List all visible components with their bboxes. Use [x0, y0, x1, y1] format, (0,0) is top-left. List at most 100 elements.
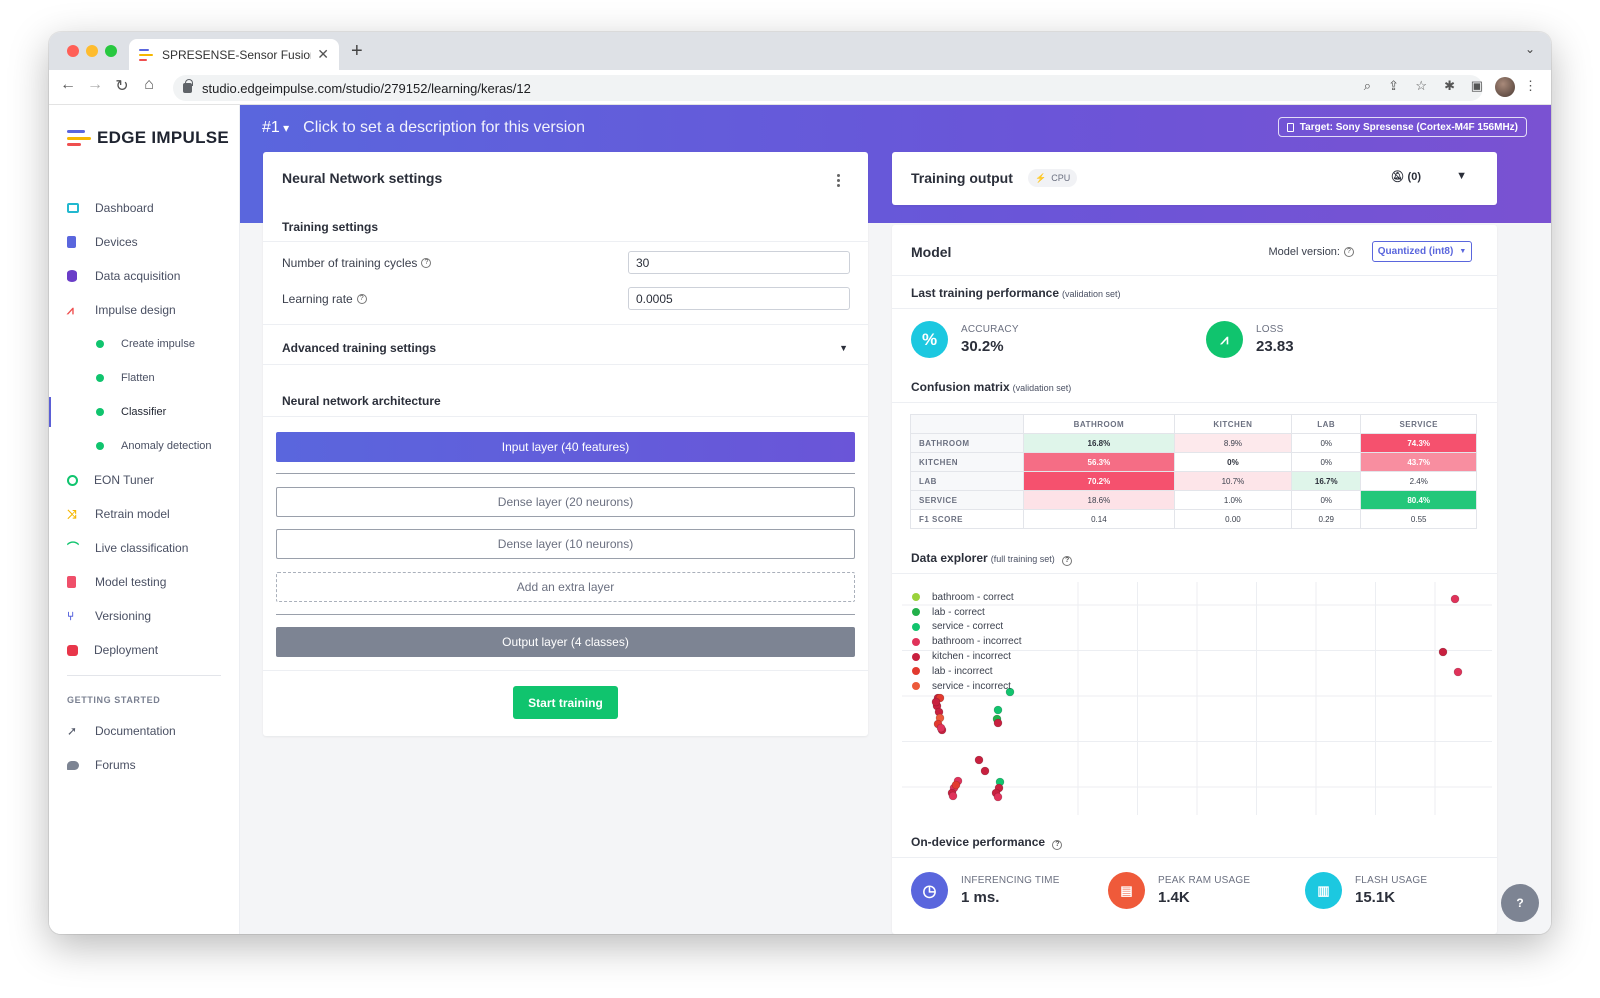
legend-label: bathroom - incorrect: [932, 636, 1022, 648]
loss-metric: ⩘ LOSS 23.83: [1206, 321, 1294, 358]
scatter-point[interactable]: [936, 723, 946, 733]
bookmark-star-icon[interactable]: ☆: [1415, 78, 1427, 93]
scatter-point[interactable]: [1438, 647, 1448, 657]
sidebar-item-impulse-design[interactable]: ⩘ Impulse design: [49, 293, 239, 327]
scatter-legend: bathroom - correct lab - correct service…: [912, 590, 1021, 694]
live-icon: ⌒: [67, 541, 80, 555]
loss-value: 23.83: [1256, 338, 1294, 355]
clipboard-icon: [67, 576, 76, 588]
new-tab-icon[interactable]: +: [351, 40, 363, 62]
tab-close-icon[interactable]: ✕: [317, 46, 329, 62]
scatter-point[interactable]: [948, 791, 958, 801]
maximize-window-button[interactable]: [105, 45, 117, 57]
learning-rate-input[interactable]: [628, 287, 850, 310]
legend-swatch: [912, 652, 920, 661]
data-explorer-plot[interactable]: bathroom - correct lab - correct service…: [902, 580, 1495, 815]
sidebar-item-devices[interactable]: Devices: [49, 225, 239, 259]
legend-swatch: [912, 667, 920, 676]
row-header: F1 SCORE: [910, 509, 1024, 529]
legend-item[interactable]: service - incorrect: [912, 679, 1021, 694]
sidebar-subitem-anomaly-detection[interactable]: Anomaly detection: [49, 429, 239, 463]
scatter-point[interactable]: [1453, 667, 1463, 677]
version-number[interactable]: #1: [262, 119, 289, 137]
output-layer[interactable]: Output layer (4 classes): [276, 627, 855, 657]
shuffle-icon: ⤨: [67, 507, 77, 521]
tab-list-chevron-icon[interactable]: ⌄: [1524, 42, 1535, 56]
divider: [892, 573, 1497, 574]
scatter-point[interactable]: [1450, 594, 1460, 604]
target-label: Target: Sony Spresense (Cortex-M4F 156MH…: [1299, 121, 1518, 133]
zoom-icon[interactable]: ⌕: [1363, 78, 1371, 93]
sidebar-nav: Dashboard Devices Data acquisition ⩘ Imp…: [49, 191, 239, 782]
chevron-down-icon[interactable]: ▼: [839, 343, 848, 353]
scatter-point[interactable]: [951, 780, 961, 790]
profile-avatar[interactable]: [1495, 77, 1515, 97]
sidebar-item-model-testing[interactable]: Model testing: [49, 565, 239, 599]
help-icon[interactable]: ?: [1344, 247, 1354, 257]
help-icon[interactable]: ?: [421, 258, 432, 268]
sidebar-item-versioning[interactable]: ⑂ Versioning: [49, 599, 239, 633]
scatter-point[interactable]: [931, 697, 941, 707]
sidebar-item-retrain-model[interactable]: ⤨ Retrain model: [49, 497, 239, 531]
browser-menu-icon[interactable]: ⋮: [1524, 78, 1537, 93]
sidebar-subitem-flatten[interactable]: Flatten: [49, 361, 239, 395]
share-icon[interactable]: ⇪: [1388, 78, 1399, 93]
sidebar-subitem-classifier[interactable]: Classifier: [49, 395, 239, 429]
version-selector[interactable]: #1 Click to set a description for this v…: [262, 119, 585, 137]
legend-item[interactable]: bathroom - correct: [912, 590, 1021, 605]
tab-title: SPRESENSE-Sensor Fusion-Ra: [162, 47, 311, 62]
brand-logo[interactable]: EDGE IMPULSE: [67, 128, 229, 148]
sidebar-item-deployment[interactable]: Deployment: [49, 633, 239, 667]
browser-tab[interactable]: SPRESENSE-Sensor Fusion-Ra ✕: [129, 39, 339, 70]
side-panel-icon[interactable]: ▣: [1470, 78, 1483, 93]
sidebar-item-forums[interactable]: Forums: [49, 748, 239, 782]
home-icon[interactable]: ⌂: [144, 76, 154, 93]
target-device-button[interactable]: Target: Sony Spresense (Cortex-M4F 156MH…: [1277, 117, 1527, 137]
input-layer[interactable]: Input layer (40 features): [276, 432, 855, 462]
sidebar-item-dashboard[interactable]: Dashboard: [49, 191, 239, 225]
dense-layer-1[interactable]: Dense layer (20 neurons): [276, 487, 855, 517]
legend-item[interactable]: lab - correct: [912, 605, 1021, 620]
legend-item[interactable]: kitchen - incorrect: [912, 649, 1021, 664]
accuracy-metric: % ACCURACY 30.2%: [911, 321, 1019, 358]
scatter-point[interactable]: [993, 718, 1003, 728]
scatter-plot[interactable]: [902, 580, 1495, 815]
start-training-button[interactable]: Start training: [513, 686, 618, 719]
notifications-toggle[interactable]: 🔕︎ (0): [1391, 170, 1421, 183]
legend-item[interactable]: service - correct: [912, 620, 1021, 635]
minimize-window-button[interactable]: [86, 45, 98, 57]
legend-item[interactable]: bathroom - incorrect: [912, 634, 1021, 649]
plot-points: [931, 594, 1463, 802]
sidebar-item-live-classification[interactable]: ⌒ Live classification: [49, 531, 239, 565]
dense-layer-2[interactable]: Dense layer (10 neurons): [276, 529, 855, 559]
scatter-point[interactable]: [974, 755, 984, 765]
help-button[interactable]: ?: [1501, 884, 1539, 922]
address-bar[interactable]: studio.edgeimpulse.com/studio/279152/lea…: [173, 75, 1483, 101]
help-icon[interactable]: ?: [1062, 556, 1073, 566]
scatter-point[interactable]: [980, 766, 990, 776]
scatter-point[interactable]: [993, 705, 1003, 715]
sidebar-item-eon-tuner[interactable]: EON Tuner: [49, 463, 239, 497]
forward-icon[interactable]: →: [87, 76, 103, 93]
help-icon[interactable]: ?: [356, 294, 367, 304]
training-cycles-input[interactable]: [628, 251, 850, 274]
sidebar-subitem-create-impulse[interactable]: Create impulse: [49, 327, 239, 361]
back-icon[interactable]: ←: [60, 76, 76, 93]
legend-swatch: [912, 682, 920, 691]
scatter-point[interactable]: [1005, 687, 1015, 697]
more-options-icon[interactable]: [837, 174, 840, 189]
model-version-select[interactable]: Quantized (int8) ▼: [1372, 241, 1472, 262]
add-layer-button[interactable]: Add an extra layer: [276, 572, 855, 602]
sidebar-item-documentation[interactable]: ➚ Documentation: [49, 714, 239, 748]
help-icon[interactable]: ?: [1052, 840, 1063, 850]
close-window-button[interactable]: [67, 45, 79, 57]
on-device-title: On-device performance ?: [911, 835, 1063, 850]
extensions-icon[interactable]: ✱: [1444, 78, 1455, 93]
legend-item[interactable]: lab - incorrect: [912, 664, 1021, 679]
advanced-settings-toggle[interactable]: Advanced training settings: [282, 341, 437, 355]
scatter-point[interactable]: [993, 792, 1003, 802]
version-description[interactable]: Click to set a description for this vers…: [303, 119, 586, 136]
reload-icon[interactable]: ↻: [115, 78, 129, 95]
chevron-down-icon[interactable]: ▼: [1456, 170, 1467, 182]
sidebar-item-data-acquisition[interactable]: Data acquisition: [49, 259, 239, 293]
